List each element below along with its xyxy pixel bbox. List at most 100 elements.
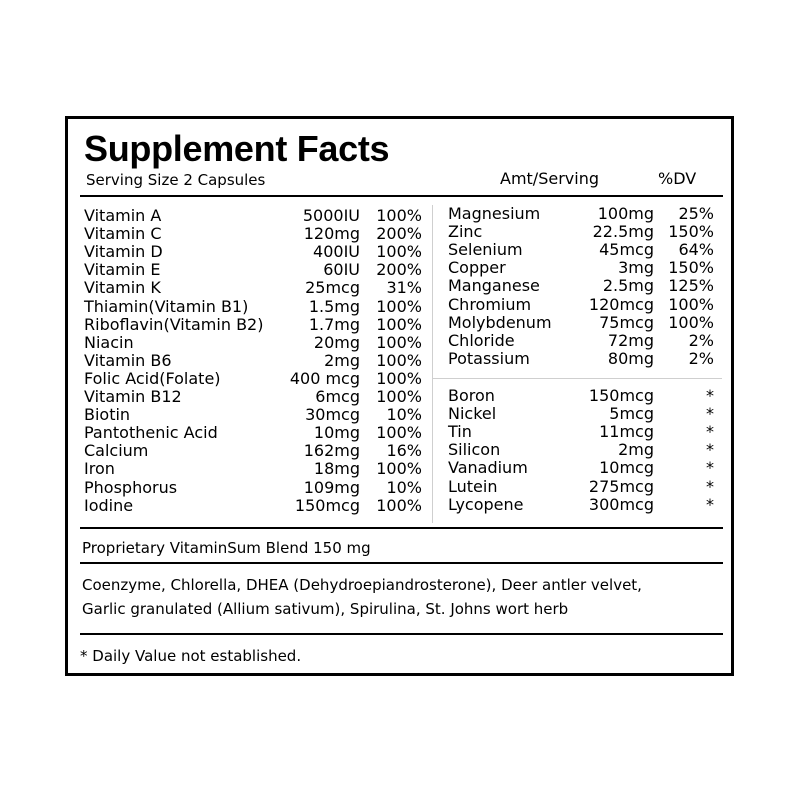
nutrient-name: Selenium [448, 240, 523, 260]
nutrient-amount: 100mg [597, 204, 654, 223]
nutrient-name: Pantothenic Acid [84, 423, 218, 443]
nutrient-name: Silicon [448, 440, 501, 460]
nutrient-daily-value: 64% [678, 240, 714, 260]
nutrient-row: Vitamin C 120mg 200% [84, 225, 424, 243]
nutrient-daily-value: 100% [376, 332, 422, 352]
nutrient-name: Riboflavin(Vitamin B2) [84, 314, 264, 334]
nutrient-row: Folic Acid(Folate) 400 mcg 100% [84, 368, 424, 388]
nutrient-daily-value: 100% [376, 314, 422, 334]
nutrient-name: Lycopene [448, 494, 524, 514]
blend-rule [80, 562, 723, 564]
nutrient-amount: 25mcg [305, 278, 360, 298]
nutrient-amount: 6mcg [315, 387, 360, 406]
nutrient-row: Thiamin(Vitamin B1) 1.5mg 100% [84, 296, 424, 316]
nutrient-row: Vitamin B6 2mg 100% [84, 350, 424, 370]
nutrient-daily-value: 100% [376, 296, 422, 316]
nutrient-daily-value: 100% [376, 350, 422, 370]
nutrient-daily-value: 125% [668, 276, 714, 296]
nutrient-row: Vitamin D 400IU 100% [84, 243, 424, 261]
ingredients-rule [80, 633, 723, 635]
nutrient-name: Biotin [84, 405, 131, 425]
nutrient-row: Zinc 22.5mg 150% [448, 223, 714, 241]
supplement-facts-panel: Supplement Facts Serving Size 2 Capsules… [65, 116, 734, 676]
blend-ingredients: Coenzyme, Chlorella, DHEA (Dehydroepiand… [82, 573, 722, 621]
nutrient-daily-value: 100% [376, 387, 422, 406]
nutrient-daily-value: 10% [386, 405, 422, 425]
nutrient-daily-value: 100% [376, 459, 422, 479]
nutrient-name: Vanadium [448, 458, 528, 478]
nutrient-row: Manganese 2.5mg 125% [448, 277, 714, 295]
daily-value-header: %DV [658, 169, 697, 188]
nutrient-amount: 72mg [607, 330, 654, 350]
nutrient-name: Vitamin B6 [84, 350, 172, 370]
nutrient-name: Vitamin C [84, 224, 162, 244]
nutrient-amount: 11mcg [599, 422, 654, 442]
panel-title: Supplement Facts [84, 128, 390, 169]
nutrient-name: Molybdenum [448, 312, 552, 332]
nutrient-daily-value: 200% [376, 224, 422, 244]
nutrient-row: Vitamin K 25mcg 31% [84, 279, 424, 297]
nutrient-daily-value: 10% [386, 477, 422, 497]
nutrient-row: Selenium 45mcg 64% [448, 241, 714, 259]
nutrient-amount: 400IU [313, 242, 360, 262]
nutrient-amount: 20mg [313, 332, 360, 352]
nutrient-amount: 2mg [618, 440, 654, 460]
nutrient-row: Chromium 120mcg 100% [448, 294, 714, 314]
nutrient-name: Magnesium [448, 204, 541, 223]
nutrient-name: Iron [84, 459, 115, 479]
nutrient-name: Thiamin(Vitamin B1) [84, 296, 249, 316]
nutrient-row: Riboflavin(Vitamin B2) 1.7mg 100% [84, 314, 424, 334]
nutrient-amount: 75mcg [599, 312, 654, 332]
nutrient-amount: 18mg [313, 459, 360, 479]
nutrient-daily-value: 100% [376, 423, 422, 443]
nutrient-daily-value: * [706, 386, 714, 405]
nutrient-name: Boron [448, 386, 495, 405]
nutrient-daily-value: * [706, 404, 714, 424]
nutrient-name: Copper [448, 258, 506, 278]
nutrient-row: Niacin 20mg 100% [84, 332, 424, 352]
nutrient-daily-value: 2% [688, 348, 714, 368]
nutrient-name: Nickel [448, 404, 497, 424]
ingredients-line-2: Garlic granulated (Allium sativum), Spir… [82, 600, 569, 618]
nutrient-amount: 300mcg [588, 494, 654, 514]
nutrient-amount: 120mg [303, 224, 360, 244]
nutrient-name: Phosphorus [84, 477, 178, 497]
nutrient-name: Chromium [448, 294, 532, 314]
nutrient-daily-value: 100% [668, 294, 714, 314]
nutrient-row: Copper 3mg 150% [448, 259, 714, 277]
nutrient-row: Boron 150mcg * [448, 387, 714, 405]
nutrient-amount: 1.7mg [308, 314, 360, 334]
nutrient-amount: 2mg [324, 350, 360, 370]
mineral-group-divider [432, 378, 722, 379]
nutrient-daily-value: 150% [668, 258, 714, 278]
nutrient-amount: 30mcg [305, 405, 360, 425]
serving-size: Serving Size 2 Capsules [86, 171, 266, 189]
nutrient-amount: 1.5mg [308, 296, 360, 316]
nutrient-name: Folic Acid(Folate) [84, 368, 221, 388]
nutrient-amount: 120mcg [588, 294, 654, 314]
nutrient-name: Iodine [84, 495, 134, 515]
nutrient-daily-value: 200% [376, 260, 422, 280]
nutrient-name: Potassium [448, 348, 530, 368]
nutrient-daily-value: 100% [668, 312, 714, 332]
nutrient-amount: 60IU [323, 260, 360, 280]
nutrient-daily-value: * [706, 440, 714, 460]
nutrient-row: Vitamin A 5000IU 100% [84, 207, 424, 225]
nutrient-daily-value: * [706, 458, 714, 478]
header-rule [80, 195, 723, 197]
nutrient-row: Silicon 2mg * [448, 441, 714, 459]
nutrient-daily-value: 150% [668, 222, 714, 242]
nutrient-row: Iron 18mg 100% [84, 460, 424, 478]
nutrient-name: Vitamin B12 [84, 387, 182, 406]
nutrient-daily-value: 100% [376, 206, 422, 225]
nutrient-name: Vitamin K [84, 278, 161, 298]
nutrient-amount: 3mg [618, 258, 654, 278]
proprietary-blend: Proprietary VitaminSum Blend 150 mg [82, 539, 371, 557]
nutrient-daily-value: 31% [386, 278, 422, 298]
nutrient-name: Zinc [448, 222, 483, 242]
nutrient-name: Vitamin D [84, 242, 163, 262]
nutrient-name: Manganese [448, 276, 540, 296]
nutrient-daily-value: * [706, 494, 714, 514]
nutrient-amount: 150mcg [294, 495, 360, 515]
nutrient-amount: 10mcg [599, 458, 654, 478]
